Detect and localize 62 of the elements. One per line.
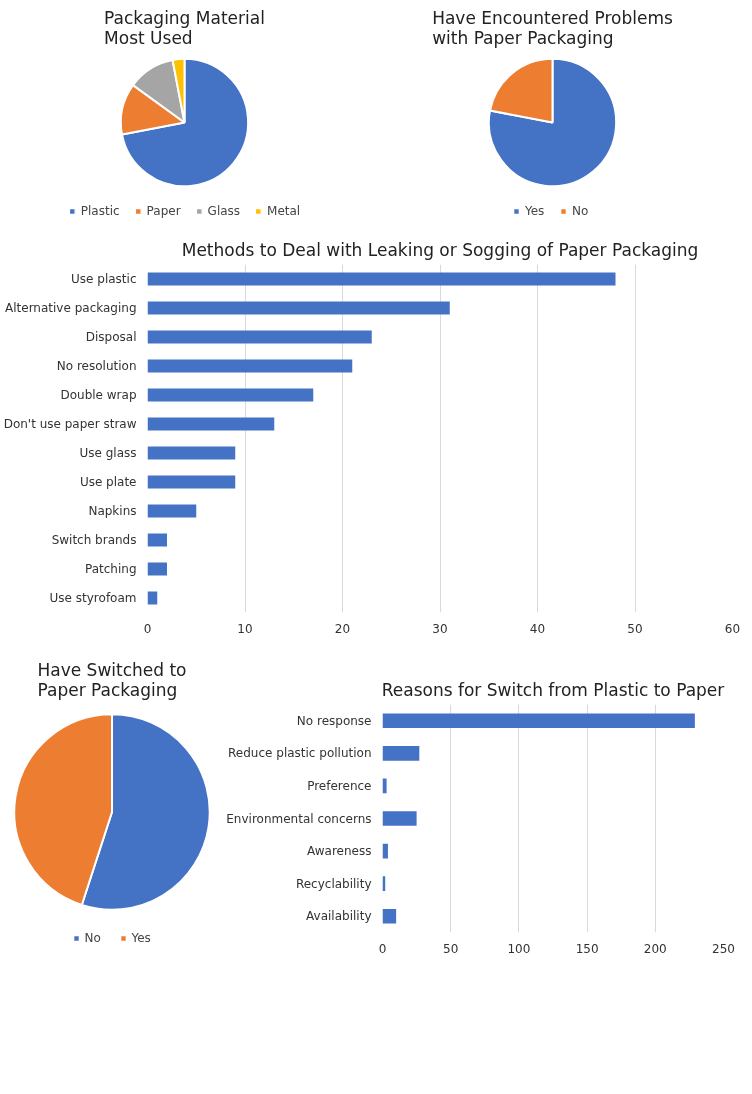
legend-label: Metal bbox=[267, 204, 301, 218]
y-tick-label: Alternative packaging bbox=[5, 301, 137, 315]
y-tick-label: Patching bbox=[84, 562, 137, 576]
y-tick-label: Preference bbox=[307, 778, 372, 793]
chart-title: Methods to Deal with Leaking or Sogging of Paper Packaging bbox=[181, 239, 699, 260]
bar bbox=[147, 446, 236, 460]
x-tick-label: 200 bbox=[643, 941, 667, 956]
chart-title: Reasons for Switch from Plastic to Paper bbox=[381, 679, 725, 700]
x-tick-label: 30 bbox=[432, 621, 448, 636]
y-tick-label: Use plastic bbox=[71, 272, 137, 286]
legend-label: Paper bbox=[146, 204, 181, 218]
y-tick-label: Environmental concerns bbox=[226, 811, 372, 826]
bar bbox=[147, 504, 197, 518]
bar bbox=[147, 330, 372, 344]
y-tick-label: Recyclability bbox=[295, 876, 372, 891]
x-tick-label: 150 bbox=[575, 941, 599, 956]
x-tick-label: 10 bbox=[237, 621, 253, 636]
x-tick-label: 0 bbox=[143, 621, 152, 636]
y-tick-label: Use glass bbox=[79, 446, 137, 460]
x-tick-label: 20 bbox=[334, 621, 351, 636]
bar bbox=[147, 388, 314, 402]
legend-label: Glass bbox=[207, 204, 241, 218]
bar bbox=[382, 811, 417, 826]
bar bbox=[147, 301, 450, 315]
legend-label: No bbox=[572, 204, 590, 218]
x-tick-label: 50 bbox=[443, 941, 459, 956]
y-tick-label: Reduce plastic pollution bbox=[228, 746, 372, 761]
legend-label: No bbox=[84, 931, 102, 945]
bar bbox=[147, 475, 236, 489]
bar bbox=[147, 417, 275, 431]
legend-label: Plastic bbox=[80, 204, 120, 218]
y-tick-label: No resolution bbox=[56, 359, 137, 373]
y-tick-label: Availability bbox=[306, 909, 372, 924]
x-tick-label: 250 bbox=[712, 941, 735, 956]
chart-title: Packaging Material Most Used bbox=[104, 7, 265, 48]
x-tick-label: 50 bbox=[627, 621, 643, 636]
bar bbox=[382, 908, 397, 924]
y-tick-label: No response bbox=[296, 713, 372, 728]
y-tick-label: Switch brands bbox=[51, 533, 137, 547]
x-tick-label: 40 bbox=[529, 621, 546, 636]
y-tick-label: Don't use paper straw bbox=[3, 417, 137, 431]
bar bbox=[382, 746, 420, 761]
bar bbox=[147, 591, 158, 605]
chart-title: Have Encountered Problems with Paper Packaging bbox=[432, 7, 673, 48]
legend-label: Yes bbox=[131, 931, 152, 945]
bar bbox=[382, 778, 387, 794]
chart-title: Have Switched to Paper Packaging bbox=[37, 659, 187, 700]
y-tick-label: Use styrofoam bbox=[49, 591, 137, 605]
y-tick-label: Awareness bbox=[307, 844, 372, 859]
x-tick-label: 100 bbox=[507, 941, 531, 956]
x-tick-label: 60 bbox=[724, 621, 741, 636]
y-tick-label: Napkins bbox=[88, 504, 137, 518]
bar bbox=[382, 713, 695, 729]
y-tick-label: Double wrap bbox=[60, 388, 137, 402]
y-tick-label: Disposal bbox=[85, 330, 137, 344]
bar bbox=[147, 562, 167, 576]
y-tick-label: Use plate bbox=[79, 475, 137, 489]
bar bbox=[147, 533, 167, 547]
x-tick-label: 0 bbox=[378, 941, 387, 956]
legend-label: Yes bbox=[525, 204, 545, 218]
bar bbox=[147, 359, 353, 373]
bar bbox=[147, 272, 616, 286]
